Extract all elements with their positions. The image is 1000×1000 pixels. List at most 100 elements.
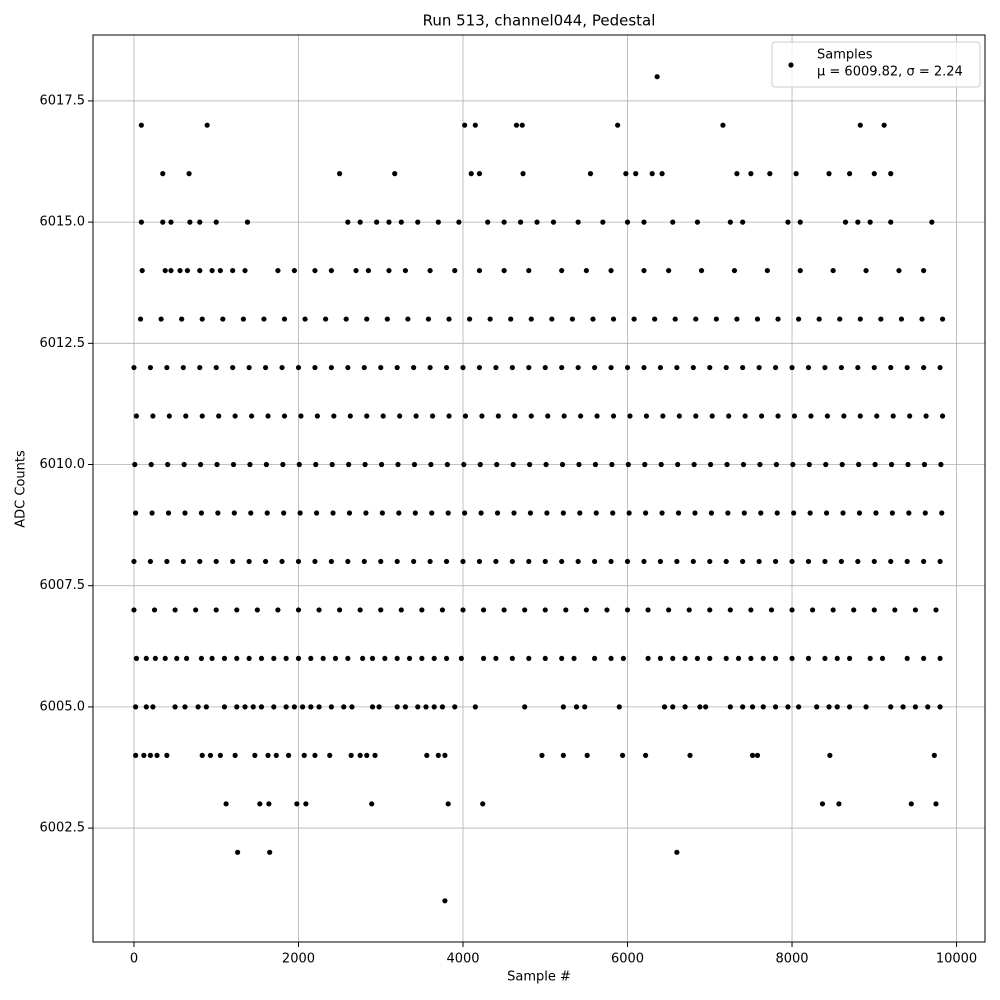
- point: [435, 219, 441, 225]
- point: [244, 219, 251, 225]
- point: [855, 558, 861, 565]
- point: [172, 607, 178, 613]
- point: [330, 510, 336, 516]
- point: [204, 122, 210, 128]
- point: [703, 704, 709, 710]
- point: [912, 704, 919, 710]
- point: [587, 171, 594, 177]
- point: [921, 364, 927, 371]
- y-tick-label: 6007.5: [40, 578, 86, 593]
- point: [526, 364, 532, 371]
- point: [871, 171, 877, 177]
- point: [283, 704, 289, 710]
- point: [445, 510, 451, 516]
- point: [749, 752, 756, 758]
- point: [790, 461, 796, 468]
- point: [937, 655, 943, 662]
- point: [197, 558, 203, 565]
- point: [528, 316, 534, 322]
- point: [933, 607, 939, 613]
- point: [851, 607, 857, 613]
- point: [526, 267, 532, 274]
- point: [508, 316, 514, 322]
- point: [519, 122, 525, 128]
- x-tick-label: 10000: [936, 952, 977, 967]
- point: [905, 461, 911, 468]
- point: [427, 364, 433, 371]
- point: [888, 461, 895, 468]
- point: [369, 655, 376, 662]
- point: [582, 704, 588, 710]
- point: [369, 801, 375, 807]
- y-tick-label: 6002.5: [40, 821, 86, 836]
- point: [823, 510, 830, 516]
- point: [937, 558, 943, 565]
- point: [152, 655, 158, 662]
- point: [888, 171, 894, 177]
- point: [423, 704, 429, 710]
- point: [320, 655, 326, 662]
- plot-frame: [92, 34, 986, 943]
- point: [345, 558, 351, 565]
- point: [939, 413, 946, 419]
- point: [509, 655, 515, 662]
- point: [559, 655, 565, 662]
- point: [707, 655, 713, 662]
- point: [402, 704, 409, 710]
- point: [248, 510, 254, 516]
- point: [429, 510, 435, 516]
- point: [361, 558, 367, 565]
- point: [631, 316, 637, 322]
- point: [550, 219, 557, 225]
- point: [872, 461, 878, 468]
- point: [888, 558, 894, 565]
- point: [805, 364, 812, 371]
- point: [839, 461, 845, 468]
- point: [757, 461, 763, 468]
- point: [495, 413, 501, 419]
- point: [462, 122, 468, 128]
- point: [615, 122, 621, 128]
- point: [312, 267, 318, 274]
- point: [904, 655, 910, 662]
- point: [149, 510, 155, 516]
- point: [575, 219, 581, 225]
- point: [686, 607, 692, 613]
- point: [419, 655, 425, 662]
- point: [610, 316, 617, 322]
- point: [312, 364, 318, 371]
- point: [203, 704, 209, 710]
- point: [283, 655, 289, 662]
- point: [642, 461, 648, 468]
- point: [254, 607, 260, 613]
- point: [271, 704, 277, 710]
- point: [462, 510, 468, 516]
- point: [461, 461, 467, 468]
- point: [295, 607, 302, 613]
- point: [230, 461, 237, 468]
- point: [299, 704, 306, 710]
- point: [577, 510, 583, 516]
- point: [214, 461, 220, 468]
- point: [316, 704, 322, 710]
- point: [793, 171, 799, 177]
- point: [264, 510, 270, 516]
- point: [341, 704, 347, 710]
- point: [727, 704, 733, 710]
- point: [262, 364, 269, 371]
- point: [182, 510, 188, 516]
- point: [626, 510, 632, 516]
- point: [734, 316, 740, 322]
- point: [838, 364, 844, 371]
- point: [147, 364, 154, 371]
- point: [329, 461, 335, 468]
- point: [213, 607, 219, 613]
- point: [641, 219, 647, 225]
- point: [162, 655, 168, 662]
- point: [164, 558, 170, 565]
- point: [856, 510, 863, 516]
- point: [670, 219, 676, 225]
- point: [133, 752, 139, 758]
- point: [456, 219, 462, 225]
- point: [166, 413, 172, 419]
